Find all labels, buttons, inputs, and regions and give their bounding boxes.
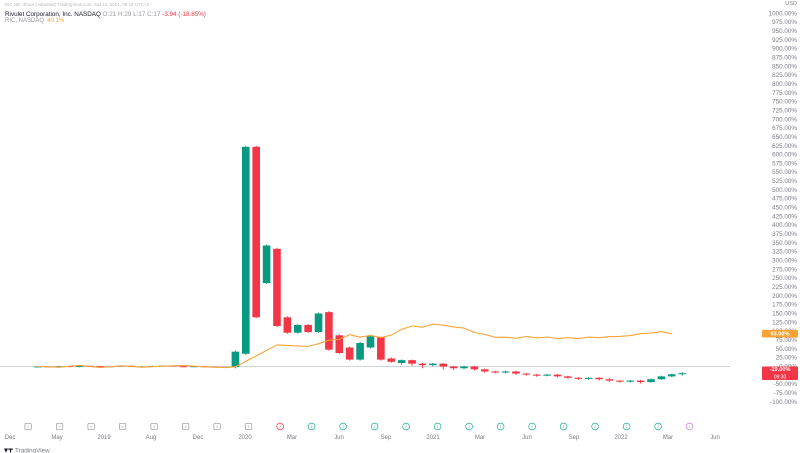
svg-text:650.00%: 650.00% <box>772 134 797 141</box>
svg-text:TradingView: TradingView <box>15 447 50 453</box>
svg-text:400.00%: 400.00% <box>772 222 797 229</box>
svg-text:2019: 2019 <box>97 435 111 441</box>
svg-text:975.00%: 975.00% <box>772 19 797 26</box>
svg-text:i: i <box>311 424 313 429</box>
svg-text:350.00%: 350.00% <box>772 240 797 247</box>
svg-text:775.00%: 775.00% <box>772 90 797 97</box>
svg-text:i: i <box>343 424 345 429</box>
svg-text:May: May <box>51 435 62 441</box>
svg-text:550.00%: 550.00% <box>772 169 797 176</box>
svg-text:200.00%: 200.00% <box>772 293 797 300</box>
svg-text:2022: 2022 <box>614 435 628 441</box>
svg-text:625.00%: 625.00% <box>772 143 797 150</box>
svg-text:725.00%: 725.00% <box>772 107 797 114</box>
svg-text:+: + <box>58 424 61 429</box>
svg-text:850.00%: 850.00% <box>772 63 797 70</box>
svg-text:+: + <box>121 424 124 429</box>
svg-text:-50.00%: -50.00% <box>774 381 798 388</box>
svg-text:Mar: Mar <box>663 435 673 441</box>
svg-text:300.00%: 300.00% <box>772 258 797 265</box>
svg-text:925.00%: 925.00% <box>772 37 797 44</box>
svg-text:525.00%: 525.00% <box>772 178 797 185</box>
svg-text:225.00%: 225.00% <box>772 284 797 291</box>
svg-text:25.00%: 25.00% <box>776 355 798 362</box>
svg-text:+: + <box>27 424 30 429</box>
svg-text:1000.00%: 1000.00% <box>769 10 798 17</box>
svg-text:USD: USD <box>785 1 797 7</box>
svg-text:+: + <box>184 424 187 429</box>
svg-text:900.00%: 900.00% <box>772 46 797 53</box>
svg-text:Sep: Sep <box>569 435 580 441</box>
svg-text:i: i <box>658 424 660 429</box>
svg-text:09:30: 09:30 <box>774 375 787 381</box>
svg-text:950.00%: 950.00% <box>772 28 797 35</box>
svg-text:450.00%: 450.00% <box>772 205 797 212</box>
svg-text:i: i <box>689 424 691 429</box>
svg-text:i: i <box>626 424 628 429</box>
svg-text:800.00%: 800.00% <box>772 81 797 88</box>
svg-text:75.00%: 75.00% <box>776 337 798 344</box>
svg-text:i: i <box>437 424 439 429</box>
svg-text:150.00%: 150.00% <box>772 311 797 318</box>
svg-text:93.00%: 93.00% <box>771 331 790 337</box>
svg-text:2020: 2020 <box>238 435 252 441</box>
svg-text:Mar: Mar <box>475 435 485 441</box>
svg-text:750.00%: 750.00% <box>772 99 797 106</box>
svg-text:500.00%: 500.00% <box>772 187 797 194</box>
svg-text:Aug: Aug <box>146 435 157 441</box>
svg-text:i: i <box>469 424 471 429</box>
svg-text:-100.00%: -100.00% <box>770 399 797 406</box>
svg-text:875.00%: 875.00% <box>772 54 797 61</box>
svg-text:Dec: Dec <box>5 435 16 441</box>
svg-text:-19.00%: -19.00% <box>770 367 791 373</box>
svg-text:675.00%: 675.00% <box>772 125 797 132</box>
svg-text:+: + <box>153 424 156 429</box>
svg-text:125.00%: 125.00% <box>772 319 797 326</box>
svg-text:i: i <box>500 424 502 429</box>
svg-text:Mar: Mar <box>287 435 297 441</box>
svg-text:325.00%: 325.00% <box>772 249 797 256</box>
svg-text:i: i <box>374 424 376 429</box>
svg-text:275.00%: 275.00% <box>772 266 797 273</box>
svg-text:Sep: Sep <box>381 435 392 441</box>
svg-text:i: i <box>406 424 408 429</box>
svg-text:+: + <box>90 424 93 429</box>
svg-text:375.00%: 375.00% <box>772 231 797 238</box>
svg-text:575.00%: 575.00% <box>772 160 797 167</box>
svg-text:175.00%: 175.00% <box>772 302 797 309</box>
svg-text:700.00%: 700.00% <box>772 116 797 123</box>
svg-text:i: i <box>280 424 282 429</box>
svg-text:425.00%: 425.00% <box>772 213 797 220</box>
svg-text:825.00%: 825.00% <box>772 72 797 79</box>
svg-text:Jun: Jun <box>710 435 720 441</box>
svg-text:250.00%: 250.00% <box>772 275 797 282</box>
svg-text:475.00%: 475.00% <box>772 196 797 203</box>
svg-text:-75.00%: -75.00% <box>774 390 798 397</box>
svg-text:Jun: Jun <box>334 435 344 441</box>
svg-text:i: i <box>595 424 597 429</box>
svg-text:Jun: Jun <box>522 435 532 441</box>
svg-text:i: i <box>532 424 534 429</box>
svg-text:50.00%: 50.00% <box>776 346 798 353</box>
svg-text:2021: 2021 <box>426 435 440 441</box>
svg-text:Dec: Dec <box>193 435 204 441</box>
svg-text:+: + <box>216 424 219 429</box>
svg-text:+: + <box>247 424 250 429</box>
svg-text:i: i <box>563 424 565 429</box>
svg-text:600.00%: 600.00% <box>772 152 797 159</box>
